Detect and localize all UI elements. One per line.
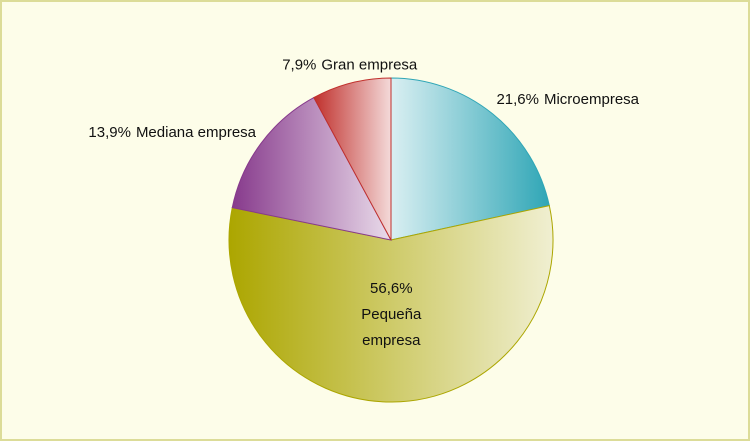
slice-category-label: Gran empresa	[321, 56, 418, 73]
pie-slice-shade	[390, 77, 550, 241]
slice-value-label: 13,9%	[88, 124, 131, 141]
pie-slice-shade	[313, 77, 392, 241]
slice-label: 7,9% Gran empresa	[282, 56, 418, 73]
slice-value-label: 7,9%	[282, 56, 316, 73]
slice-label: 21,6% Microempresa	[496, 91, 639, 108]
pie-slice-shade	[231, 96, 392, 241]
slice-category-label: Pequeña empresa	[361, 305, 422, 349]
slice-value-label: 56,6%	[370, 279, 413, 297]
slice-category-label: Microempresa	[544, 91, 640, 108]
slice-value-label: 21,6%	[496, 91, 539, 108]
slice-label: 13,9% Mediana empresa	[88, 124, 256, 141]
pie-slice-shade	[228, 205, 554, 403]
slice-category-label: Mediana empresa	[136, 124, 257, 141]
